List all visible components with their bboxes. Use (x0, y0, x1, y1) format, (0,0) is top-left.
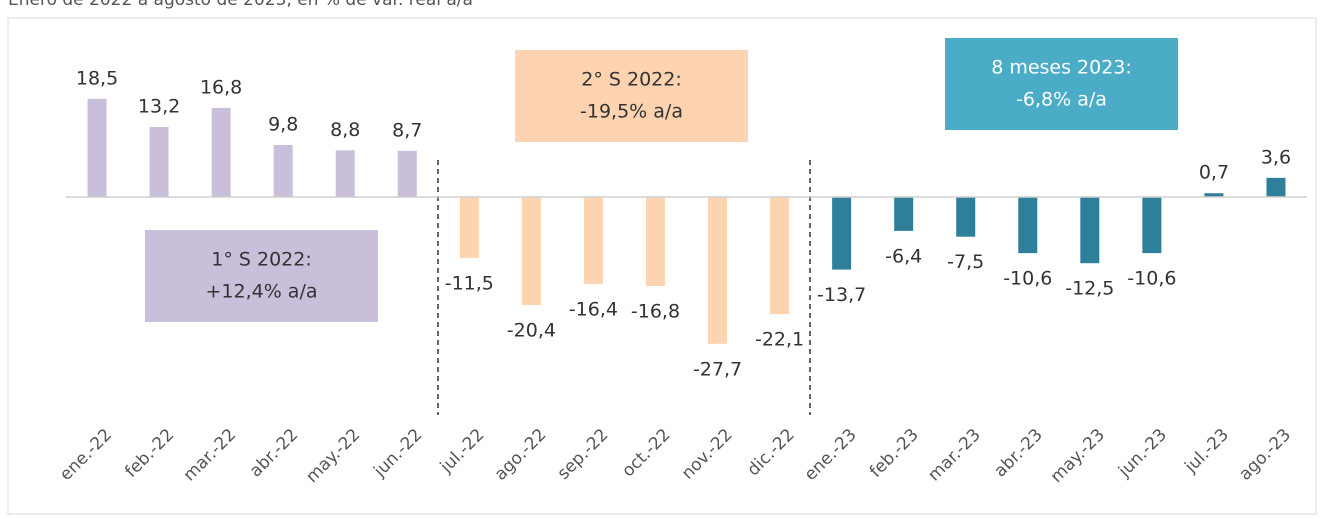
x-tick-label: ago.-23 (1235, 425, 1295, 485)
value-label: -11,5 (445, 272, 494, 294)
bar (459, 196, 479, 258)
value-label: -6,4 (885, 245, 922, 267)
x-tick-label: mar.-22 (180, 425, 241, 486)
x-tick-label: feb.-23 (866, 425, 923, 482)
value-label: 8,7 (392, 119, 422, 141)
x-tick-label: jun.-23 (1114, 425, 1171, 482)
value-label: -16,4 (569, 298, 618, 320)
value-label: 8,8 (330, 119, 360, 141)
value-label: -16,8 (631, 301, 680, 323)
annotation-text: 8 meses 2023: (991, 57, 1132, 79)
value-label: -12,5 (1065, 278, 1114, 300)
bar (87, 98, 107, 197)
value-label: -20,4 (507, 320, 556, 342)
bar (273, 144, 293, 197)
bar (832, 196, 852, 270)
bar (149, 126, 169, 197)
value-label: -7,5 (947, 251, 984, 273)
x-tick-label: abr.-22 (246, 425, 302, 481)
value-label: -10,6 (1127, 268, 1176, 290)
bar (956, 196, 976, 237)
bar (1018, 196, 1038, 254)
annotation-text: +12,4% a/a (205, 281, 317, 303)
value-label: -22,1 (755, 329, 804, 351)
annotation-text: -6,8% a/a (1016, 89, 1107, 111)
x-tick-label: jul.-22 (436, 425, 489, 478)
x-tick-label: ago.-22 (491, 425, 551, 485)
annotation-box (515, 50, 748, 142)
bar (708, 196, 728, 344)
bar (397, 150, 417, 197)
x-tick-label: dic.-22 (743, 425, 798, 480)
bar (1142, 196, 1162, 254)
value-label: -13,7 (817, 284, 866, 306)
annotation-box (945, 38, 1178, 130)
subtitle: Enero de 2022 a agosto de 2023, en % de … (8, 0, 473, 10)
annotation-text: 2° S 2022: (581, 69, 681, 91)
annotation-box (145, 230, 378, 322)
bar (1266, 177, 1286, 197)
annotation-text: -19,5% a/a (580, 101, 683, 123)
x-tick-label: ene.-23 (801, 425, 861, 485)
x-tick-label: may.-23 (1047, 425, 1109, 487)
x-tick-label: abr.-23 (990, 425, 1046, 481)
bar (583, 196, 603, 284)
bar (211, 107, 231, 197)
x-tick-label: oct.-22 (618, 425, 674, 481)
value-label: 0,7 (1199, 162, 1229, 184)
x-tick-label: ene.-22 (56, 425, 116, 485)
value-label: 9,8 (268, 113, 298, 135)
value-label: 16,8 (200, 76, 242, 98)
bar (645, 196, 665, 287)
bar (894, 196, 914, 231)
value-label: -10,6 (1003, 268, 1052, 290)
x-tick-label: feb.-22 (121, 425, 178, 482)
value-label: 3,6 (1261, 146, 1291, 168)
x-tick-label: jun.-22 (369, 425, 426, 482)
bar (335, 150, 355, 197)
bar (1204, 193, 1224, 197)
frame (7, 17, 1317, 515)
x-tick-label: jul.-23 (1180, 425, 1233, 478)
value-label: 13,2 (138, 95, 180, 117)
bar (1080, 196, 1100, 264)
annotation-text: 1° S 2022: (211, 249, 311, 271)
x-tick-label: nov.-22 (678, 425, 737, 484)
x-tick-label: mar.-23 (924, 425, 985, 486)
x-tick-label: sep.-22 (554, 425, 613, 484)
bar (770, 196, 790, 315)
value-label: 18,5 (76, 67, 118, 89)
bar (521, 196, 541, 306)
x-tick-label: may.-22 (302, 425, 364, 487)
value-label: -27,7 (693, 358, 742, 380)
